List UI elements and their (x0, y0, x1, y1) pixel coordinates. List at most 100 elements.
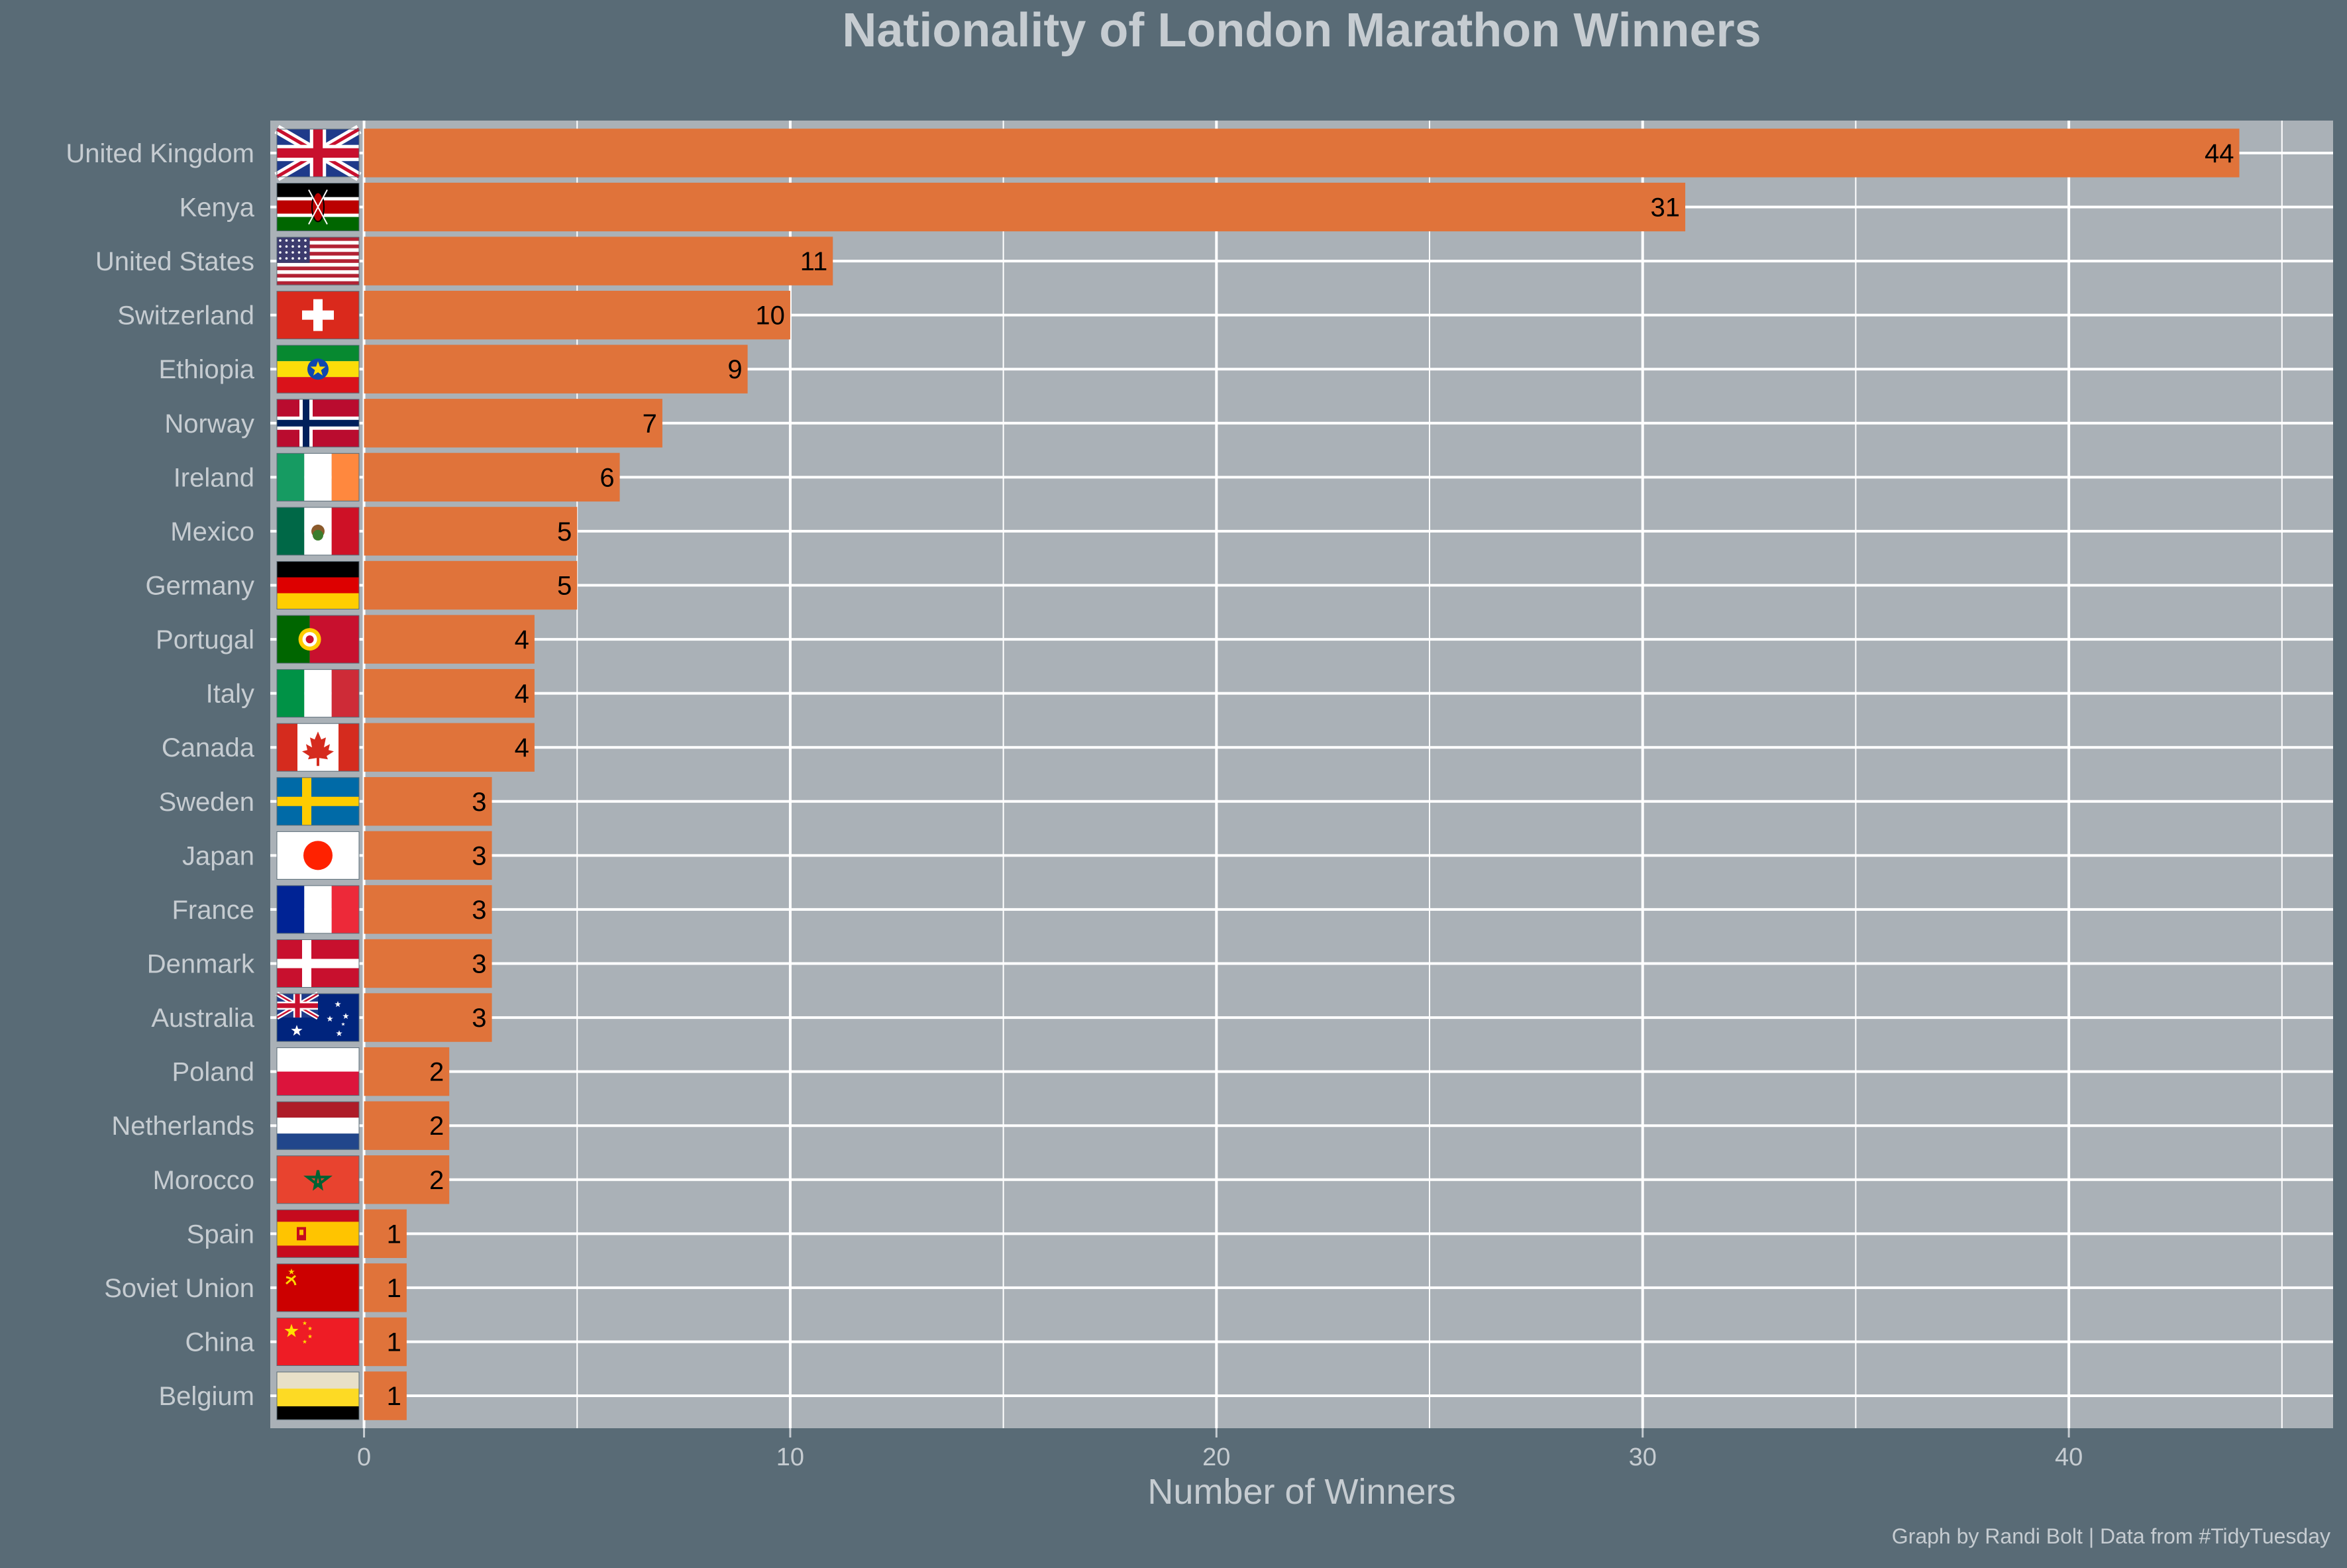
gb-flag-icon (274, 125, 362, 182)
y-tick-label: Australia (151, 1004, 254, 1033)
bar (364, 182, 1686, 232)
bar-value-label: 11 (800, 247, 828, 276)
ca-flag-icon (276, 723, 360, 772)
x-tick-label: 40 (2055, 1443, 2083, 1471)
bar-value-label: 44 (2205, 139, 2234, 168)
y-tick-label: Portugal (156, 625, 254, 654)
au-flag-icon (276, 991, 360, 1042)
be-flag-icon (276, 1371, 360, 1420)
bar-value-label: 3 (472, 1004, 486, 1033)
x-tick-label: 30 (1629, 1443, 1657, 1471)
bar (364, 668, 535, 718)
nl-flag-icon (276, 1101, 360, 1150)
bar (364, 344, 748, 393)
pl-flag-icon (276, 1047, 360, 1096)
bar-value-label: 2 (429, 1112, 444, 1141)
y-tick-label: Norway (164, 409, 254, 439)
bar-value-label: 7 (643, 409, 657, 439)
chart-title: Nationality of London Marathon Winners (842, 4, 1761, 57)
se-flag-icon (276, 777, 360, 826)
bar-value-label: 5 (557, 572, 572, 601)
y-tick-label: Japan (182, 841, 254, 870)
bar-value-label: 5 (557, 517, 572, 547)
y-tick-label: Spain (187, 1220, 254, 1249)
bar (364, 399, 662, 448)
bar (364, 993, 492, 1042)
su-flag-icon (276, 1263, 360, 1312)
y-tick-label: Mexico (170, 517, 254, 547)
y-tick-label: Ireland (174, 463, 254, 492)
bar (364, 1155, 450, 1204)
y-tick-label: Kenya (180, 193, 255, 223)
bar-value-label: 10 (755, 301, 785, 331)
bar (364, 615, 535, 664)
bar (364, 1047, 450, 1096)
bar-value-label: 1 (387, 1382, 401, 1411)
jp-flag-icon (276, 831, 360, 880)
x-tick-label: 10 (776, 1443, 804, 1471)
bar (364, 885, 492, 934)
y-tick-label: Belgium (158, 1382, 254, 1411)
bar (364, 560, 578, 610)
y-tick-label: Morocco (153, 1166, 254, 1195)
y-tick-label: Switzerland (117, 301, 254, 331)
no-flag-icon (276, 399, 360, 448)
bar (364, 1209, 407, 1259)
y-tick-label: Netherlands (111, 1112, 254, 1141)
bar (364, 1263, 407, 1312)
y-tick-label: United Kingdom (66, 139, 254, 168)
cn-flag-icon (276, 1317, 360, 1366)
bar-value-label: 4 (515, 733, 529, 762)
it-flag-icon (276, 669, 360, 718)
x-tick-label: 0 (357, 1443, 371, 1471)
bar-value-label: 31 (1651, 193, 1681, 223)
bar (364, 236, 833, 286)
bar (364, 777, 492, 826)
y-tick-label: Soviet Union (104, 1274, 254, 1303)
de-flag-icon (276, 561, 360, 610)
x-axis-ticks: 0 10 20 30 40 (357, 1428, 2083, 1471)
y-tick-label: Italy (206, 680, 254, 709)
bar-value-label: 4 (515, 680, 529, 709)
bar (364, 831, 492, 880)
x-axis-title: Number of Winners (1147, 1472, 1455, 1512)
y-tick-label: China (185, 1328, 254, 1357)
mx-flag-icon (276, 507, 360, 556)
bar (364, 452, 620, 502)
bar-value-label: 1 (387, 1274, 401, 1303)
bar (364, 1101, 450, 1150)
bar-value-label: 2 (429, 1166, 444, 1195)
bar-value-label: 1 (387, 1328, 401, 1357)
pt-flag-icon (276, 615, 360, 664)
us-flag-icon (276, 236, 360, 286)
ie-flag-icon (276, 452, 360, 501)
et-flag-icon (276, 344, 360, 393)
bar (364, 129, 2240, 178)
es-flag-icon (276, 1209, 360, 1258)
y-tick-label: United States (95, 247, 254, 276)
y-tick-label: Poland (172, 1058, 254, 1087)
ch-flag-icon (276, 291, 360, 340)
dk-flag-icon (276, 939, 360, 988)
bar (364, 290, 790, 340)
bar-value-label: 4 (515, 625, 529, 654)
ma-flag-icon (276, 1155, 360, 1204)
chart-caption: Graph by Randi Bolt | Data from #TidyTue… (1892, 1524, 2330, 1548)
y-tick-label: France (172, 896, 255, 925)
bar-value-label: 1 (387, 1220, 401, 1249)
bar (364, 1317, 407, 1367)
bar (364, 1371, 407, 1420)
y-axis-labels: United Kingdom Kenya United States Switzerl… (66, 139, 255, 1411)
bar (364, 507, 578, 556)
y-tick-label: Germany (146, 572, 255, 601)
fr-flag-icon (276, 885, 360, 934)
bar-value-label: 3 (472, 788, 486, 817)
x-tick-label: 20 (1202, 1443, 1230, 1471)
y-tick-label: Canada (162, 733, 255, 762)
bar-value-label: 2 (429, 1058, 444, 1087)
bar-value-label: 6 (600, 463, 614, 492)
y-tick-label: Denmark (147, 949, 255, 978)
